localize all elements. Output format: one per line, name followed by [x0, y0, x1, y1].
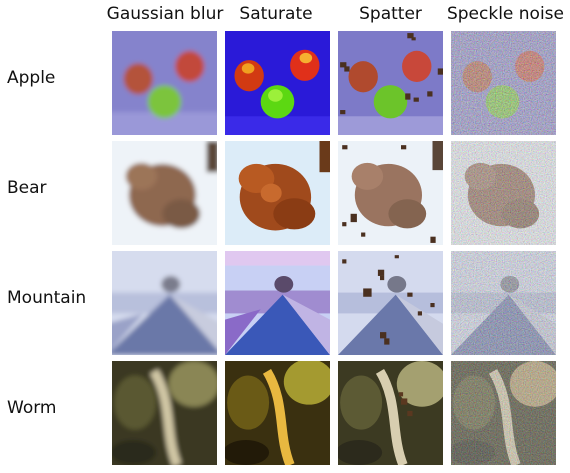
- bear-speckle-noise-image: [451, 141, 556, 245]
- column-header-saturate: Saturate: [239, 4, 313, 24]
- mountain-speckle-noise-image: [451, 251, 556, 355]
- mountain-gaussian-blur-image: [112, 251, 217, 355]
- row-label-bear: Bear: [7, 178, 47, 198]
- mountain-saturate-image: [225, 251, 330, 355]
- worm-speckle-noise-image: [451, 361, 556, 465]
- worm-spatter-image: [338, 361, 443, 465]
- column-header-gaussian-blur: Gaussian blur: [106, 4, 224, 24]
- apple-spatter-image: [338, 31, 443, 135]
- bear-saturate-image: [225, 141, 330, 245]
- worm-gaussian-blur-image: [112, 361, 217, 465]
- worm-saturate-image: [225, 361, 330, 465]
- bear-spatter-image: [338, 141, 443, 245]
- row-label-worm: Worm: [7, 398, 57, 418]
- apple-gaussian-blur-image: [112, 31, 217, 135]
- row-label-apple: Apple: [7, 68, 56, 88]
- bear-gaussian-blur-image: [112, 141, 217, 245]
- mountain-spatter-image: [338, 251, 443, 355]
- apple-speckle-noise-image: [451, 31, 556, 135]
- column-header-spatter: Spatter: [359, 4, 422, 24]
- row-label-mountain: Mountain: [7, 288, 87, 308]
- apple-saturate-image: [225, 31, 330, 135]
- column-header-speckle-noise: Speckle noise: [446, 4, 565, 24]
